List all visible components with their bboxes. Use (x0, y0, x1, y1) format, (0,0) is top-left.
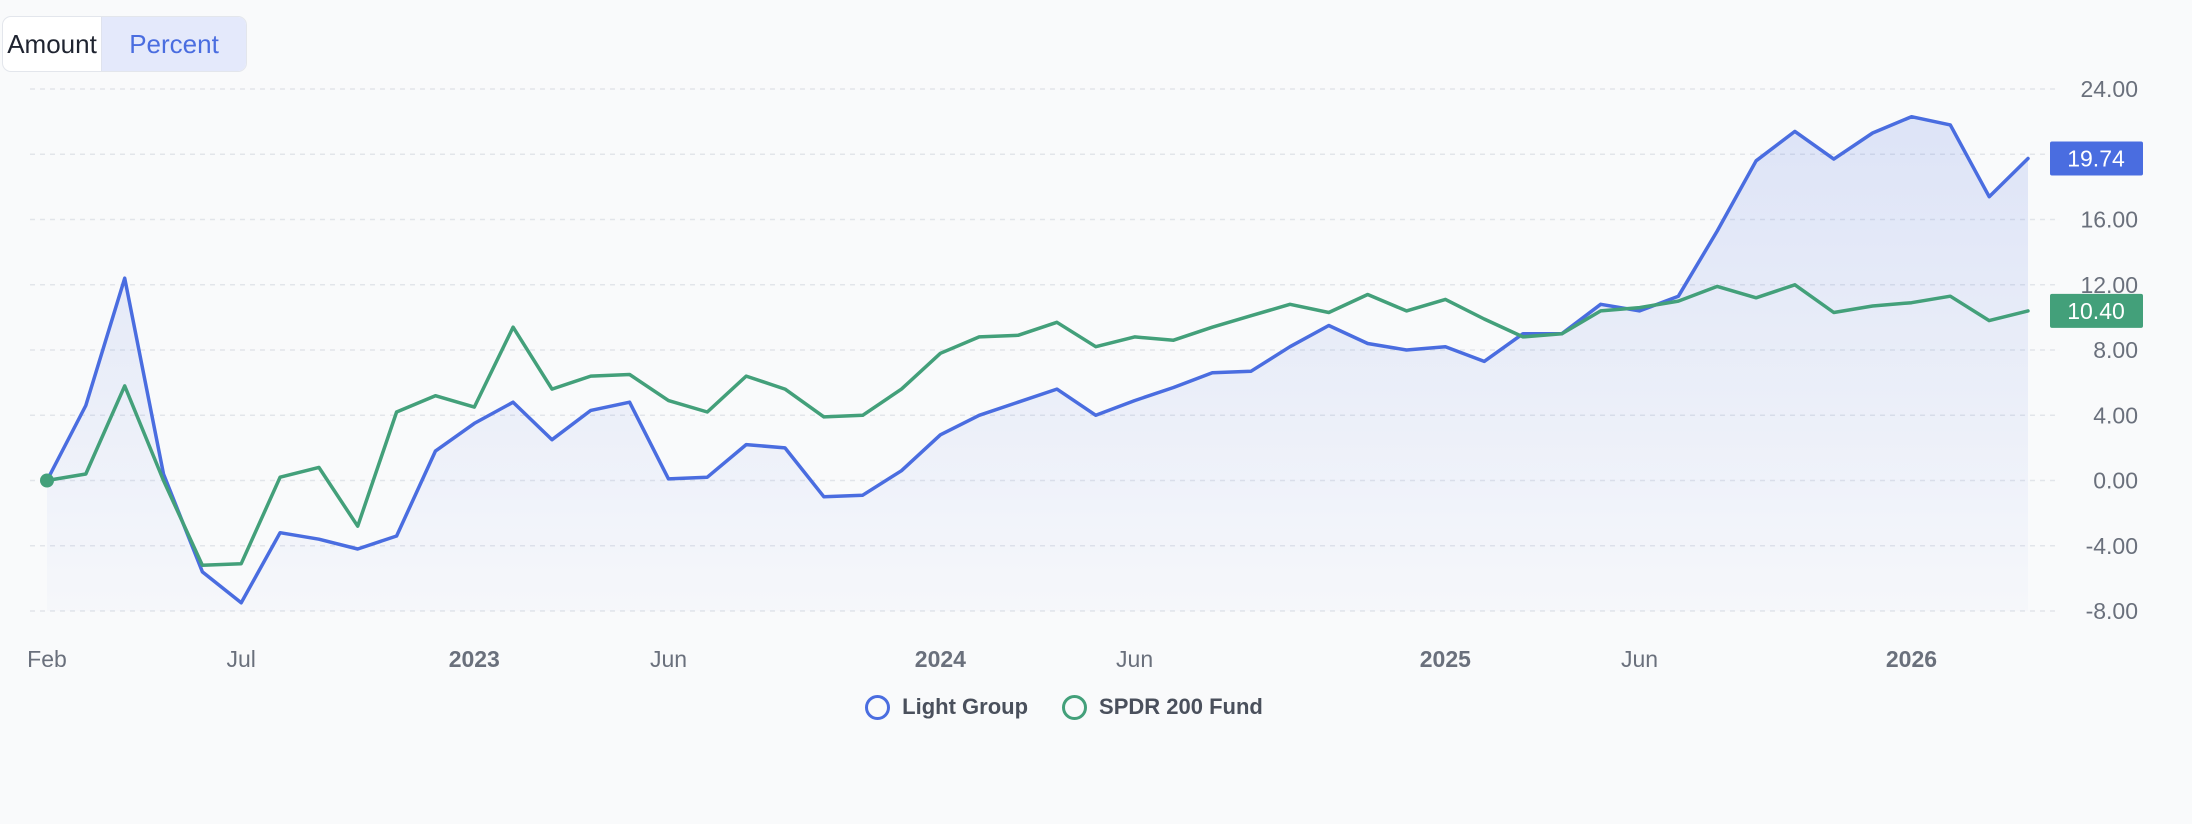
legend-item-spdr-200-fund[interactable]: SPDR 200 Fund (1062, 694, 1263, 720)
x-tick-label: 2023 (449, 646, 500, 672)
y-tick-label: 16.00 (2080, 207, 2138, 233)
legend-swatch-light-group (865, 694, 891, 720)
y-tick-label: 4.00 (2093, 402, 2138, 428)
x-tick-label: Jun (1116, 646, 1153, 672)
area-light-group (47, 116, 2028, 611)
x-tick-label: 2024 (915, 646, 966, 672)
amount-toggle-button[interactable]: Amount (7, 28, 97, 59)
svg-text:19.74: 19.74 (2067, 145, 2125, 171)
display-mode-toggle: Amount Percent (2, 16, 247, 72)
percent-toggle-button[interactable]: Percent (101, 17, 246, 71)
legend-label-light-group: Light Group (902, 694, 1029, 719)
series-line-spdr-200-fund (45, 283, 2030, 568)
performance-line-chart: -8.00-4.000.004.008.0012.0016.0020.0024.… (27, 76, 2143, 672)
x-axis-ticks: Feb Jul 2023 Jun 2024 Jun 2025 Jun 2026 (27, 646, 1937, 672)
y-tick-label: -4.00 (2086, 533, 2138, 559)
area-fill (47, 116, 2028, 611)
y-tick-label: 0.00 (2093, 468, 2138, 494)
y-tick-label: -8.00 (2086, 598, 2138, 624)
legend-swatch-spdr-200-fund (1062, 694, 1088, 720)
x-tick-label: Jun (650, 646, 687, 672)
end-label-spdr-200-fund: 10.40 (2050, 293, 2143, 328)
y-tick-label: 8.00 (2093, 337, 2138, 363)
series-line-light-group (45, 114, 2030, 605)
svg-text:10.40: 10.40 (2067, 298, 2125, 324)
y-tick-label: 12.00 (2080, 272, 2138, 298)
x-tick-label: Jul (227, 646, 256, 672)
chart-legend: Light Group SPDR 200 Fund (0, 694, 2160, 720)
x-tick-label: 2026 (1886, 646, 1937, 672)
start-point-marker (40, 473, 54, 488)
x-tick-label: Jun (1621, 646, 1658, 672)
end-label-light-group: 19.74 (2050, 141, 2143, 176)
legend-label-spdr-200-fund: SPDR 200 Fund (1099, 694, 1263, 719)
x-tick-label: 2025 (1420, 646, 1471, 672)
series-lines (45, 114, 2030, 605)
y-tick-label: 24.00 (2080, 76, 2138, 102)
end-labels: 19.74 10.40 (40, 141, 2143, 488)
x-tick-label: Feb (27, 646, 67, 672)
legend-item-light-group[interactable]: Light Group (865, 694, 1028, 720)
